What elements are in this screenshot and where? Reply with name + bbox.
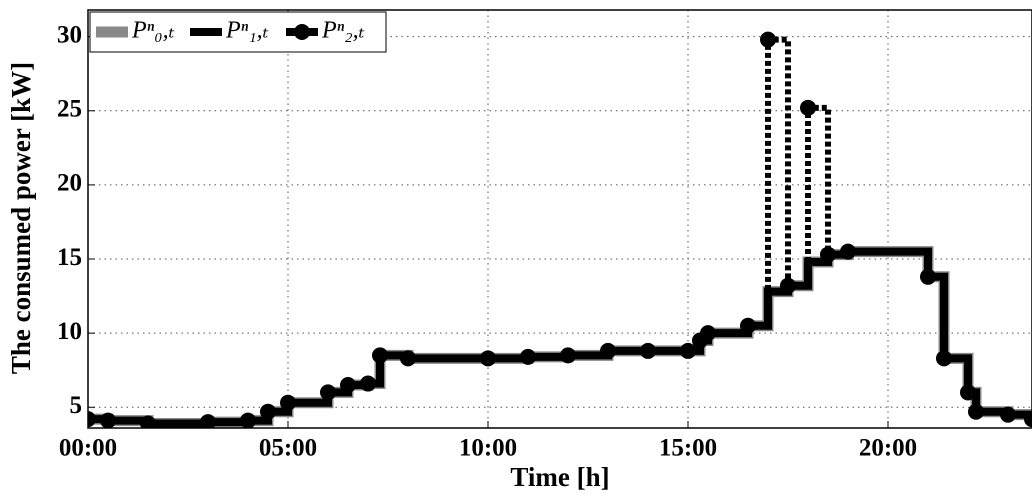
x-tick-label: 00:00 (59, 435, 117, 462)
marker (700, 325, 716, 342)
y-tick-label: 15 (57, 244, 82, 271)
legend-label: Pⁿ₂,ₜ (321, 18, 365, 44)
y-tick-label: 30 (57, 21, 82, 48)
marker (400, 350, 416, 367)
marker (800, 99, 816, 116)
marker (560, 347, 576, 364)
marker (1024, 411, 1032, 428)
marker (680, 342, 696, 359)
y-tick-label: 5 (70, 392, 83, 419)
y-tick-label: 20 (57, 170, 82, 197)
marker (780, 277, 796, 294)
plot-frame (87, 9, 1032, 429)
marker (1000, 406, 1016, 423)
series-group (88, 31, 1032, 428)
x-tick-label: 15:00 (659, 435, 717, 462)
marker (140, 415, 156, 428)
marker (240, 412, 256, 428)
marker (760, 31, 776, 48)
marker (960, 384, 976, 401)
marker (100, 412, 116, 428)
marker (968, 403, 984, 420)
y-axis-title: The consumed power [kW] (6, 62, 36, 374)
x-tick-label: 20:00 (859, 435, 917, 462)
marker (280, 394, 296, 411)
x-tick-label: 10:00 (459, 435, 517, 462)
marker (320, 384, 336, 401)
marker (640, 342, 656, 359)
x-axis-title: Time [h] (510, 462, 609, 492)
marker (372, 347, 388, 364)
marker (88, 411, 96, 428)
x-tick-label: 05:00 (259, 435, 317, 462)
marker (600, 342, 616, 359)
marker (360, 375, 376, 392)
marker (200, 414, 216, 428)
marker (740, 317, 756, 334)
plot-area (88, 10, 1032, 428)
marker (820, 246, 836, 263)
y-tick-label: 10 (57, 318, 82, 345)
legend-box (89, 11, 387, 53)
legend-label: Pⁿ₁,ₜ (225, 18, 269, 44)
marker (520, 348, 536, 365)
y-tick-label: 25 (57, 96, 82, 123)
legend-marker (294, 24, 310, 40)
marker (260, 403, 276, 420)
marker (340, 377, 356, 394)
marker (936, 350, 952, 367)
marker (920, 268, 936, 285)
legend-label: Pⁿ₀,ₜ (131, 18, 175, 44)
marker (480, 350, 496, 367)
marker (840, 243, 856, 260)
